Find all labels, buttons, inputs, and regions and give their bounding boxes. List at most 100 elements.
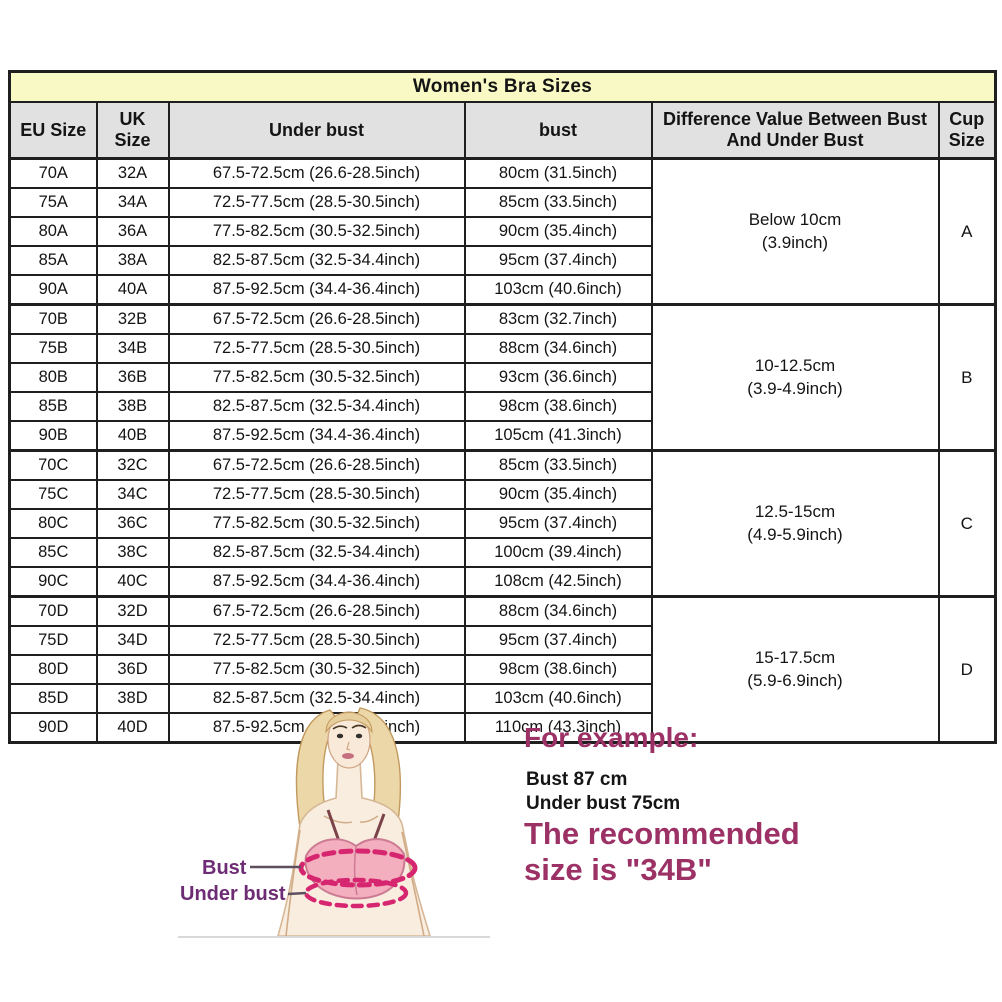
under-bust-pointer-line xyxy=(287,891,307,896)
col-header-uk-size: UK Size xyxy=(95,101,170,160)
example-under-bust-value: Under bust 75cm xyxy=(526,793,681,814)
example-heading: For example: xyxy=(524,722,699,753)
under-bust-cell: 87.5-92.5cm (34.4-36.4inch) xyxy=(167,566,466,598)
measurement-figure-drawing: Bust Under bust xyxy=(180,707,431,936)
bra-cup-divider xyxy=(353,845,358,896)
table-row: 90A 40A 87.5-92.5cm (34.4-36.4inch) 103c… xyxy=(8,274,996,306)
bust-cell: 98cm (38.6inch) xyxy=(463,654,653,685)
table-row: 70D 32D 67.5-72.5cm (26.6-28.5inch) 88cm… xyxy=(8,595,997,744)
eu-size-cell: 70D xyxy=(8,595,98,627)
eu-size-cell: 80B xyxy=(8,362,98,393)
table-row: 85B 38B 82.5-87.5cm (32.5-34.4inch) 98cm… xyxy=(8,391,996,422)
bust-cell: 108cm (42.5inch) xyxy=(463,566,653,598)
difference-range: 12.5-15cm xyxy=(754,502,836,522)
uk-size-cell: 36A xyxy=(95,216,170,247)
difference-cell: Below 10cm (3.9inch) xyxy=(650,157,940,306)
nose xyxy=(346,741,351,751)
under-bust-cell: 72.5-77.5cm (28.5-30.5inch) xyxy=(167,187,466,218)
uk-size-cell: 34B xyxy=(95,333,170,364)
under-bust-cell: 82.5-87.5cm (32.5-34.4inch) xyxy=(167,683,466,714)
under-bust-cell: 82.5-87.5cm (32.5-34.4inch) xyxy=(167,537,466,568)
eyebrows xyxy=(332,724,367,730)
recommendation-line-2: size is "34B" xyxy=(524,852,712,887)
uk-size-cell: 38A xyxy=(95,245,170,276)
eu-size-cell: 75C xyxy=(8,479,98,510)
eu-size-cell: 75B xyxy=(8,333,98,364)
col-header-eu-size: EU Size xyxy=(8,101,98,160)
under-bust-cell: 82.5-87.5cm (32.5-34.4inch) xyxy=(167,391,466,422)
difference-inch: (4.9-5.9inch) xyxy=(747,524,843,544)
under-bust-cell: 67.5-72.5cm (26.6-28.5inch) xyxy=(167,157,466,189)
uk-size-cell: 40B xyxy=(95,420,170,452)
table-row: 80C 36C 77.5-82.5cm (30.5-32.5inch) 95cm… xyxy=(8,508,996,539)
eu-size-cell: 85A xyxy=(8,245,98,276)
right-eye xyxy=(355,733,363,739)
eu-size-cell: 70B xyxy=(8,303,98,335)
left-arm-line xyxy=(285,829,301,936)
bra-measurement-illustration: Bust Under bust xyxy=(178,698,490,938)
table-row: 70A 32A 67.5-72.5cm (26.6-28.5inch) 80cm… xyxy=(8,157,997,306)
bust-cell: 83cm (32.7inch) xyxy=(463,303,653,335)
bust-cell: 95cm (37.4inch) xyxy=(463,508,653,539)
bust-cell: 80cm (31.5inch) xyxy=(463,157,653,189)
eu-size-cell: 75A xyxy=(8,187,98,218)
clavicle-lines xyxy=(323,815,379,824)
left-eye xyxy=(336,733,344,739)
col-header-bust: bust xyxy=(463,101,653,160)
cup-size-cell: A xyxy=(937,157,997,306)
uk-size-cell: 32B xyxy=(95,303,170,335)
table-row: 75A 34A 72.5-77.5cm (28.5-30.5inch) 85cm… xyxy=(8,187,996,218)
eu-size-cell: 70A xyxy=(8,157,98,189)
table-row: 75B 34B 72.5-77.5cm (28.5-30.5inch) 88cm… xyxy=(8,333,996,364)
example-bust-value: Bust 87 cm xyxy=(526,769,628,790)
difference-range: 15-17.5cm xyxy=(754,648,836,668)
eu-size-cell: 90D xyxy=(8,712,98,744)
table-row: 70C 32C 67.5-72.5cm (26.6-28.5inch) 85cm… xyxy=(8,449,997,598)
difference-inch: (3.9inch) xyxy=(761,232,829,252)
table-row: 70B 32B 67.5-72.5cm (26.6-28.5inch) 83cm… xyxy=(8,303,997,452)
col-header-difference: Difference Value Between Bust And Under … xyxy=(650,101,940,160)
uk-size-cell: 40A xyxy=(95,274,170,306)
col-header-under-bust: Under bust xyxy=(167,101,466,160)
table-row: 80B 36B 77.5-82.5cm (30.5-32.5inch) 93cm… xyxy=(8,362,996,393)
under-bust-cell: 82.5-87.5cm (32.5-34.4inch) xyxy=(167,245,466,276)
uk-size-cell: 38C xyxy=(95,537,170,568)
difference-cell: 10-12.5cm (3.9-4.9inch) xyxy=(650,303,940,452)
eu-size-cell: 80C xyxy=(8,508,98,539)
example-measurements: Bust 87 cm Under bust 75cm xyxy=(526,768,680,816)
difference-inch: (3.9-4.9inch) xyxy=(747,378,843,398)
bust-cell: 88cm (34.6inch) xyxy=(463,333,653,364)
recommendation-line-1: The recommended xyxy=(524,816,800,851)
bust-cell: 90cm (35.4inch) xyxy=(463,216,653,247)
under-bust-cell: 77.5-82.5cm (30.5-32.5inch) xyxy=(167,508,466,539)
table-row: 80D 36D 77.5-82.5cm (30.5-32.5inch) 98cm… xyxy=(8,654,996,685)
under-bust-measure-ellipse xyxy=(303,877,409,909)
uk-size-cell: 34A xyxy=(95,187,170,218)
table-row: 75D 34D 72.5-77.5cm (28.5-30.5inch) 95cm… xyxy=(8,625,996,656)
bra-size-table: Women's Bra Sizes EU Size UK Size Under … xyxy=(8,70,997,744)
eu-size-cell: 90B xyxy=(8,420,98,452)
bust-cell: 98cm (38.6inch) xyxy=(463,391,653,422)
uk-size-cell: 32A xyxy=(95,157,170,189)
eu-size-cell: 75D xyxy=(8,625,98,656)
under-bust-cell: 67.5-72.5cm (26.6-28.5inch) xyxy=(167,303,466,335)
under-bust-cell: 77.5-82.5cm (30.5-32.5inch) xyxy=(167,654,466,685)
under-bust-cell: 72.5-77.5cm (28.5-30.5inch) xyxy=(167,333,466,364)
table-title: Women's Bra Sizes xyxy=(8,70,997,103)
bust-cell: 95cm (37.4inch) xyxy=(463,245,653,276)
bust-cell: 105cm (41.3inch) xyxy=(463,420,653,452)
right-arm-line xyxy=(401,831,425,936)
bust-cell: 85cm (33.5inch) xyxy=(463,449,653,481)
hair-top xyxy=(325,712,373,734)
uk-size-cell: 34C xyxy=(95,479,170,510)
cup-size-cell: B xyxy=(937,303,997,452)
bust-cell: 103cm (40.6inch) xyxy=(463,274,653,306)
difference-cell: 15-17.5cm (5.9-6.9inch) xyxy=(650,595,940,744)
example-recommendation: The recommended size is "34B" xyxy=(524,816,800,888)
uk-size-cell: 32D xyxy=(95,595,170,627)
eu-size-cell: 90C xyxy=(8,566,98,598)
difference-range: Below 10cm xyxy=(748,210,842,230)
cup-size-cell: C xyxy=(937,449,997,598)
uk-size-cell: 40C xyxy=(95,566,170,598)
uk-size-cell: 34D xyxy=(95,625,170,656)
